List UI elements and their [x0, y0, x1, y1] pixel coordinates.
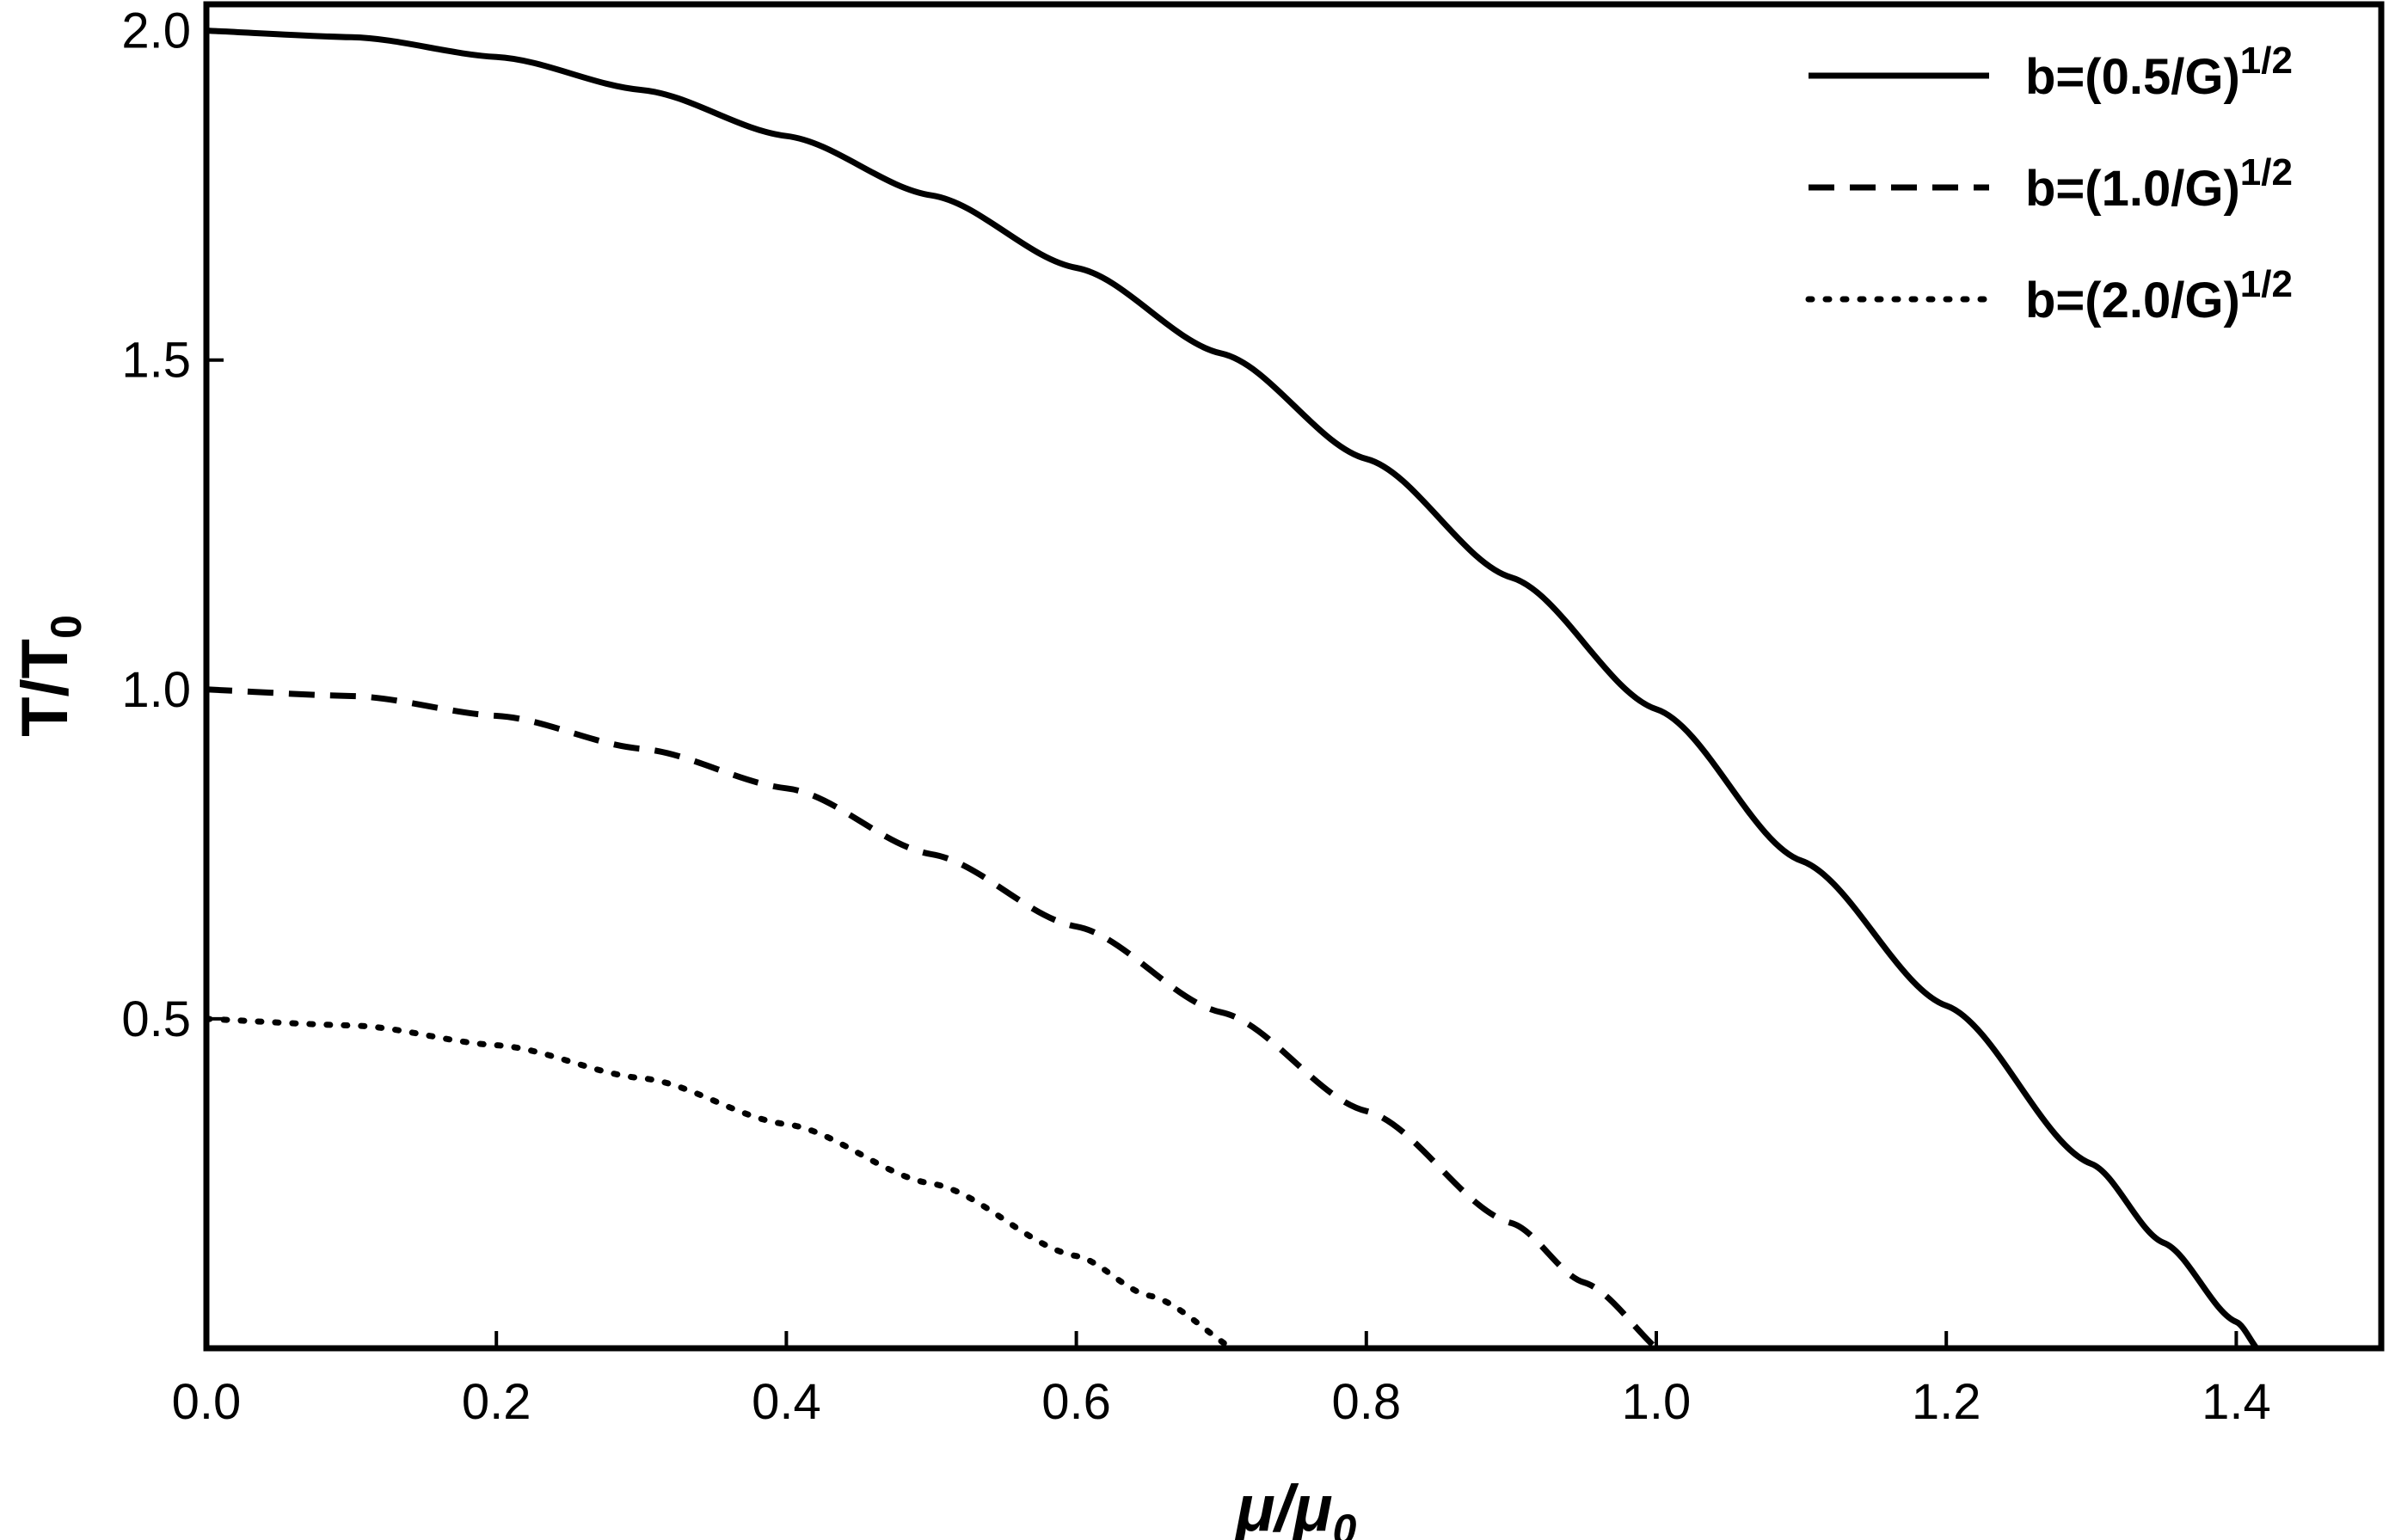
x-tick-label: 0.0	[172, 1374, 242, 1430]
legend-label: b=(0.5/G)1/2	[2025, 40, 2293, 105]
x-axis-ticks: 0.0 0.2 0.4 0.6 0.8 1.0 1.2 1.4	[172, 1331, 2271, 1430]
legend: b=(0.5/G)1/2b=(1.0/G)1/2b=(2.0/G)1/2	[1805, 40, 2293, 328]
y-tick-label: 1.0	[121, 662, 191, 718]
x-axis-title: μ/μ0	[1234, 1472, 1357, 1540]
series-line-3-dotted	[203, 1015, 1235, 1352]
series-line-2-dashed	[206, 686, 1659, 1351]
y-tick-label: 0.5	[121, 991, 191, 1047]
legend-label-superscript: 1/2	[2240, 263, 2293, 305]
legend-label-superscript: 1/2	[2240, 40, 2293, 82]
y-tick-label: 2.0	[121, 3, 191, 59]
legend-label: b=(2.0/G)1/2	[2025, 263, 2293, 328]
x-axis-title-subscript: 0	[1332, 1506, 1356, 1540]
y-axis-title: T/T0	[9, 615, 90, 737]
x-axis-title-main: μ/μ	[1234, 1472, 1333, 1540]
x-tick-label: 0.6	[1041, 1374, 1111, 1430]
x-tick-label: 0.4	[752, 1374, 821, 1430]
x-tick-label: 1.4	[2202, 1374, 2271, 1430]
plot-area-frame	[203, 1, 2385, 1352]
y-axis-title-subscript: 0	[42, 615, 90, 639]
legend-label-main: b=(1.0/G)	[2025, 161, 2240, 217]
legend-label: b=(1.0/G)1/2	[2025, 151, 2293, 217]
series-layer	[203, 28, 2259, 1352]
x-tick-label: 1.0	[1622, 1374, 1692, 1430]
legend-label-main: b=(2.0/G)	[2025, 273, 2240, 328]
x-tick-label: 1.2	[1912, 1374, 1981, 1430]
y-tick-label: 1.5	[121, 333, 191, 389]
y-axis-title-main: T/T	[9, 639, 82, 737]
legend-label-main: b=(0.5/G)	[2025, 49, 2240, 105]
x-tick-label: 0.2	[462, 1374, 531, 1430]
y-axis-ticks: 0.5 1.0 1.5 2.0	[121, 3, 224, 1047]
x-tick-label: 0.8	[1331, 1374, 1401, 1430]
legend-label-superscript: 1/2	[2240, 151, 2293, 193]
series-line-1-solid	[206, 28, 2259, 1351]
